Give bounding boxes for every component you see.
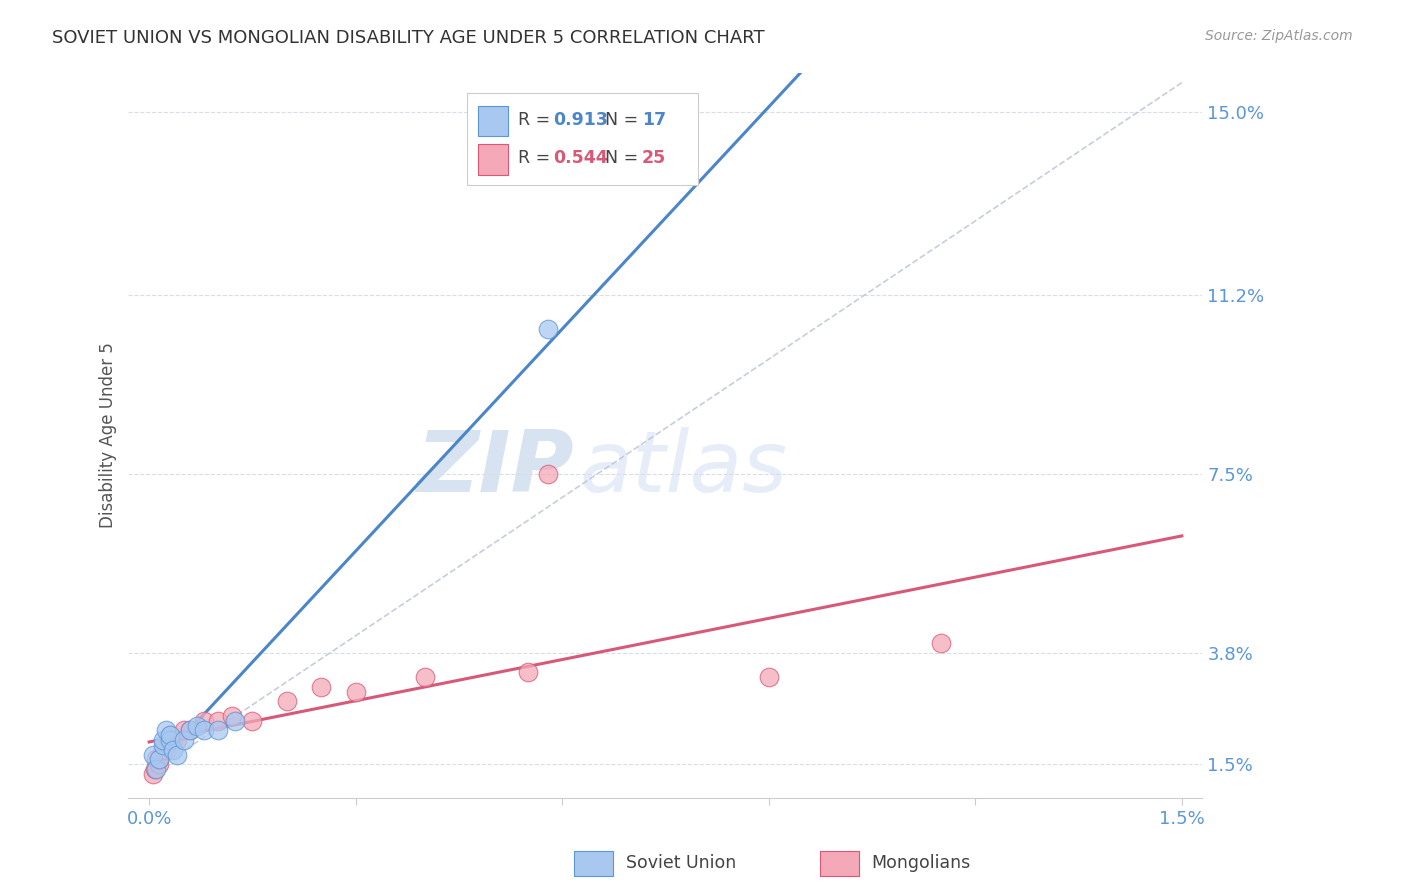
Point <box>242 714 264 728</box>
Text: 25: 25 <box>643 149 666 167</box>
Point <box>142 747 165 762</box>
Point <box>929 636 952 650</box>
Point <box>221 709 243 723</box>
Point <box>179 723 201 738</box>
Bar <box>478 144 508 175</box>
Point <box>413 670 436 684</box>
Text: Mongolians: Mongolians <box>872 855 972 872</box>
Point <box>207 714 229 728</box>
Y-axis label: Disability Age Under 5: Disability Age Under 5 <box>100 343 117 528</box>
Point <box>162 743 184 757</box>
Point <box>159 728 181 742</box>
Text: Soviet Union: Soviet Union <box>626 855 735 872</box>
Point <box>516 665 538 680</box>
Point <box>155 743 177 757</box>
Point <box>148 752 170 766</box>
Point <box>148 752 170 766</box>
Point <box>207 723 229 738</box>
Point <box>159 733 181 747</box>
Point <box>159 728 181 742</box>
Text: 0.544: 0.544 <box>553 149 607 167</box>
Point <box>152 733 174 747</box>
Point <box>179 723 201 738</box>
Text: 0.913: 0.913 <box>553 112 607 129</box>
Text: N =: N = <box>593 112 644 129</box>
Point <box>166 747 188 762</box>
Point <box>152 738 174 752</box>
Point <box>145 762 167 776</box>
Point <box>276 694 298 708</box>
Point <box>152 743 174 757</box>
Point <box>148 757 170 772</box>
Point <box>142 767 165 781</box>
Text: ZIP: ZIP <box>416 426 574 509</box>
Point <box>193 723 215 738</box>
Point <box>758 670 780 684</box>
Text: SOVIET UNION VS MONGOLIAN DISABILITY AGE UNDER 5 CORRELATION CHART: SOVIET UNION VS MONGOLIAN DISABILITY AGE… <box>52 29 765 46</box>
Point <box>166 733 188 747</box>
Text: R =: R = <box>519 149 557 167</box>
Point <box>224 714 246 728</box>
Text: atlas: atlas <box>579 426 787 509</box>
Point <box>186 718 208 732</box>
Point <box>159 733 181 747</box>
Text: 17: 17 <box>643 112 666 129</box>
Text: R =: R = <box>519 112 557 129</box>
Point <box>173 733 195 747</box>
Point <box>162 733 184 747</box>
Point <box>537 467 560 482</box>
Point <box>173 723 195 738</box>
Point <box>193 714 215 728</box>
Point <box>537 322 560 336</box>
Text: N =: N = <box>593 149 644 167</box>
Point <box>145 752 167 766</box>
Point <box>143 762 166 776</box>
FancyBboxPatch shape <box>467 93 697 186</box>
Bar <box>478 105 508 136</box>
Point <box>344 685 367 699</box>
Point <box>155 723 177 738</box>
Point <box>309 680 332 694</box>
Text: Source: ZipAtlas.com: Source: ZipAtlas.com <box>1205 29 1353 43</box>
